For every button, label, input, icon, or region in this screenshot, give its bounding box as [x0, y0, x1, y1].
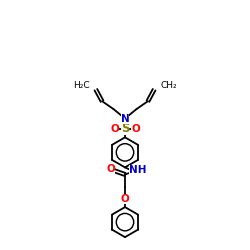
Text: N: N — [121, 114, 130, 124]
Text: H₂C: H₂C — [73, 81, 90, 90]
Text: O: O — [121, 194, 130, 204]
Text: O: O — [110, 124, 119, 134]
Text: S: S — [121, 122, 129, 135]
Text: NH: NH — [129, 165, 146, 175]
Text: O: O — [107, 164, 116, 174]
Text: O: O — [131, 124, 140, 134]
Text: CH₂: CH₂ — [160, 81, 177, 90]
